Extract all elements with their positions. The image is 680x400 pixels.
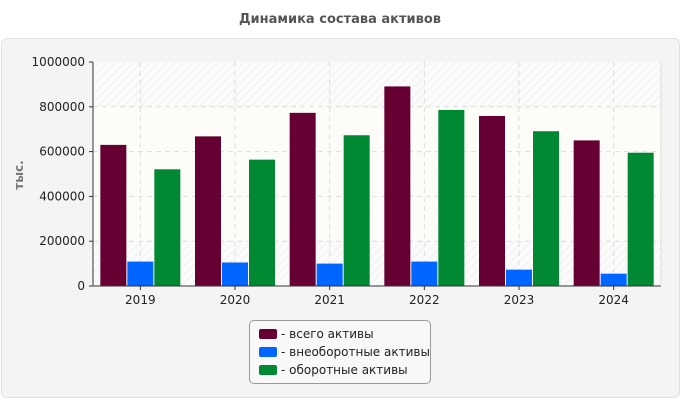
y-tick-label: 0 [77, 279, 85, 293]
bar-2021-1 [289, 112, 316, 287]
legend-swatch [259, 329, 277, 339]
x-tick-label: 2021 [314, 293, 345, 307]
y-tick-label: 800000 [39, 100, 85, 114]
legend-swatch [259, 365, 277, 375]
bar-2024-1 [573, 140, 600, 286]
x-tick-label: 2019 [125, 293, 156, 307]
legend-label: - внеоборотные активы [281, 345, 430, 359]
bar-2022-3 [438, 109, 465, 286]
y-axis-label: тыс. [12, 160, 26, 189]
bar-2023-3 [533, 131, 559, 286]
y-tick-label: 400000 [39, 189, 85, 203]
legend-swatch [259, 347, 277, 357]
y-tick-label: 200000 [39, 234, 85, 248]
bar-2024-3 [627, 152, 654, 286]
bar-2021-2 [316, 263, 343, 286]
bar-2021-3 [343, 135, 370, 286]
bar-2019-2 [127, 261, 154, 286]
y-tick-label: 600000 [39, 145, 85, 159]
bar-2023-1 [479, 115, 505, 286]
legend-label: - всего активы [281, 327, 374, 341]
bar-2019-1 [100, 144, 127, 286]
bar-2019-3 [154, 169, 181, 286]
bar-2020-2 [222, 262, 248, 286]
bar-2020-1 [195, 136, 221, 286]
x-tick-label: 2020 [220, 293, 251, 307]
legend-label: - оборотные активы [281, 363, 408, 377]
x-tick-label: 2023 [504, 293, 535, 307]
x-tick-label: 2024 [598, 293, 629, 307]
x-tick-label: 2022 [409, 293, 440, 307]
legend-item: - внеоборотные активы [259, 343, 430, 361]
bar-2024-2 [600, 273, 627, 286]
y-tick-label: 1000000 [32, 55, 85, 69]
bar-2020-3 [249, 159, 275, 286]
legend: - всего активы - внеоборотные активы - обо… [249, 320, 431, 384]
bar-2022-2 [411, 261, 438, 286]
chart-title: Динамика состава активов [238, 12, 442, 27]
plot-band [93, 106, 661, 242]
bar-2022-1 [384, 86, 411, 286]
bar-2023-2 [506, 269, 532, 286]
legend-item: - всего активы [259, 325, 430, 343]
legend-item: - оборотные активы [259, 361, 430, 379]
